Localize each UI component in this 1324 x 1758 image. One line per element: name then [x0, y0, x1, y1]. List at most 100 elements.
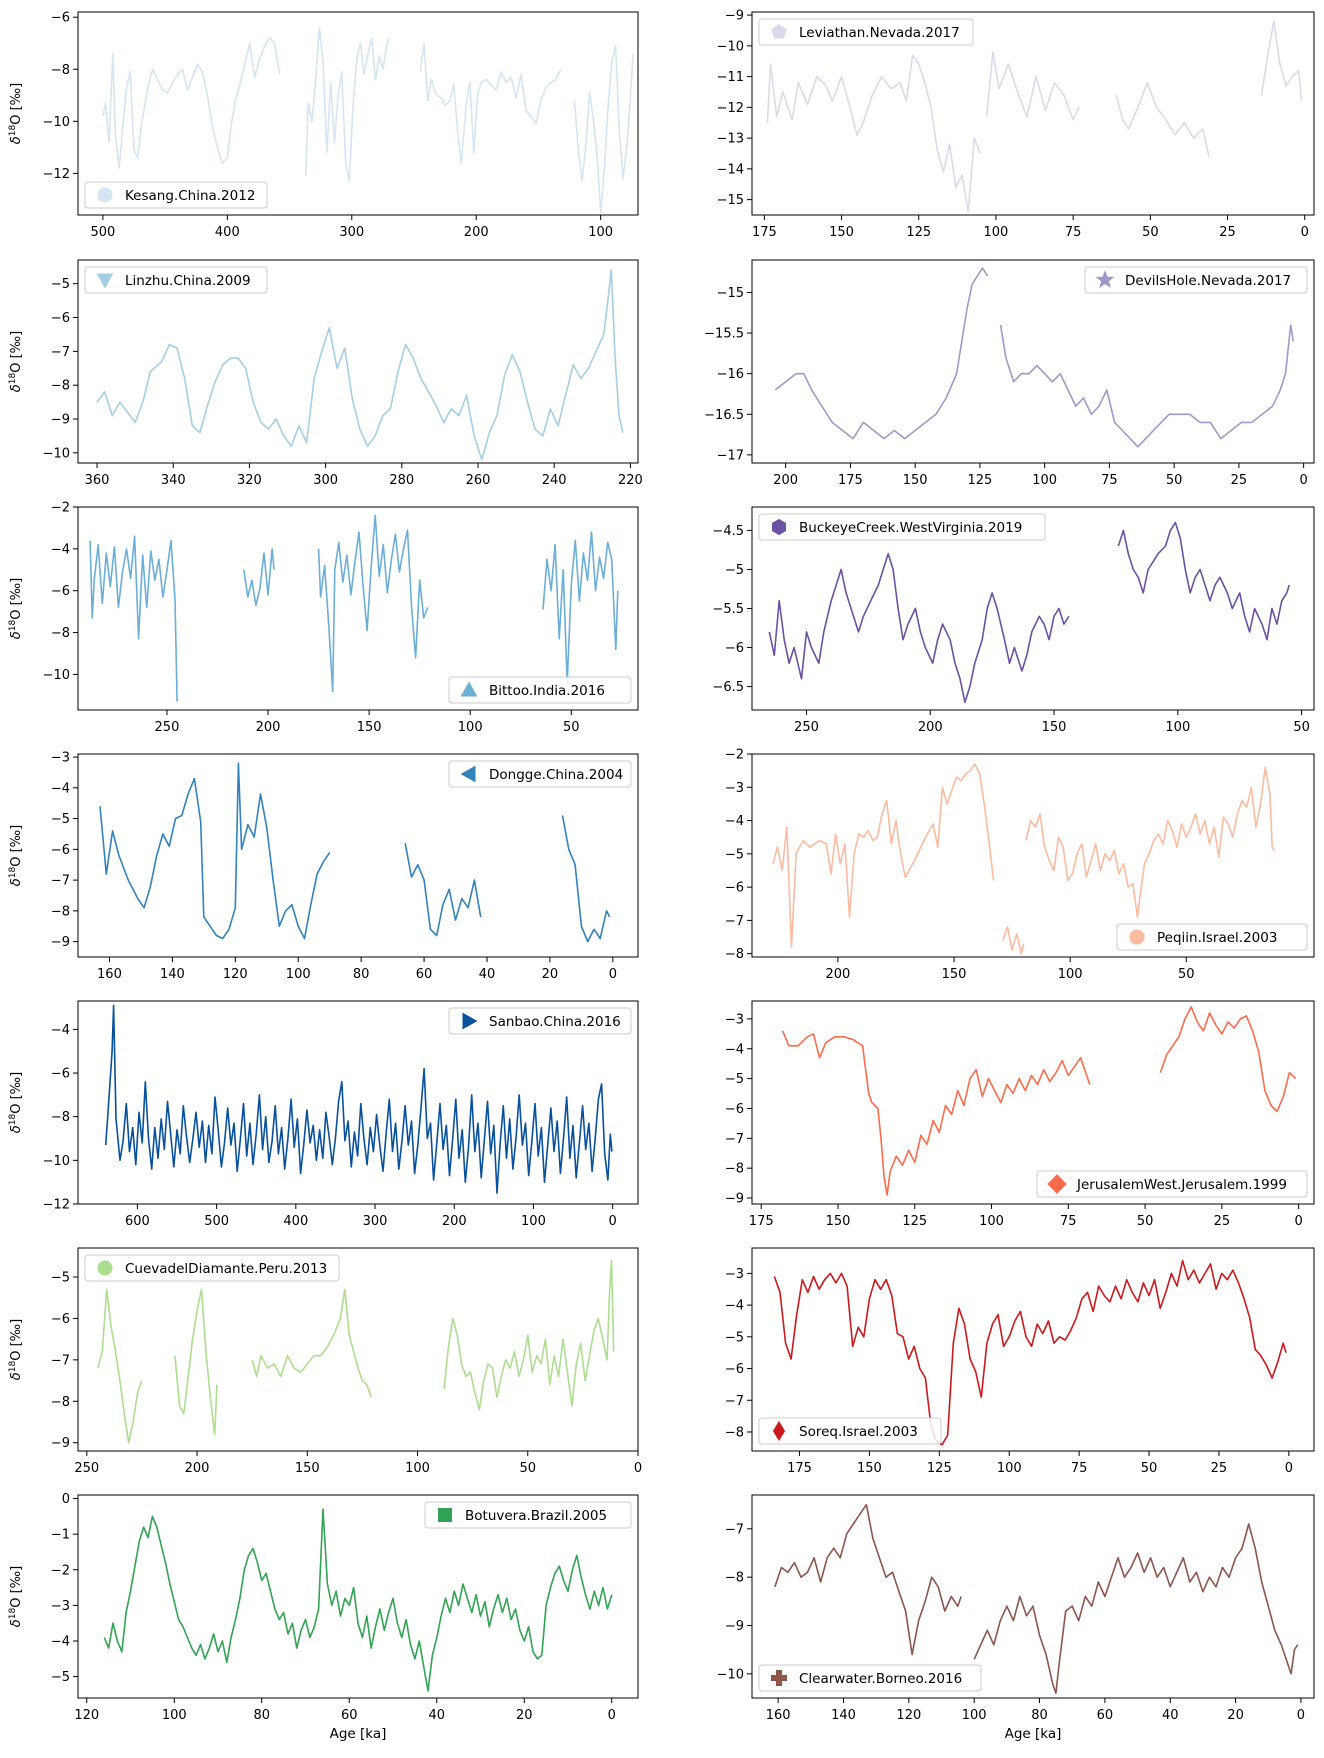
x-tick-label: 100	[521, 1214, 546, 1229]
legend-box	[448, 760, 632, 788]
legend-label: Linzhu.China.2009	[125, 273, 251, 289]
x-tick-label: 300	[363, 1214, 388, 1229]
y-tick-label: −6	[51, 311, 70, 326]
y-tick-label: −5	[51, 277, 70, 292]
y-axis-label: δ18O [‰]	[8, 578, 24, 639]
y-tick-label: −14	[717, 162, 744, 177]
y-tick-label: −16.5	[704, 408, 744, 423]
x-tick-label: 140	[831, 1708, 856, 1723]
y-tick-label: −12	[717, 101, 744, 116]
x-tick-label: 75	[1071, 1461, 1088, 1476]
x-tick-label: 240	[542, 473, 567, 488]
chart-panel: 360 340 320 300 280 260 240 220 −10 −9 −8 −7 −6 −5 Lin…	[8, 259, 643, 488]
series-line	[97, 1288, 143, 1444]
y-label-rest: O [‰]	[9, 825, 24, 867]
y-tick-label: −4	[51, 1023, 70, 1038]
y-tick-label: −12	[43, 1198, 70, 1213]
x-tick-label: 120	[223, 967, 248, 982]
legend: Clearwater.Borneo.2016	[758, 1664, 982, 1692]
plot-area	[77, 11, 639, 216]
y-tick-label: −17	[717, 448, 744, 463]
y-label-rest: O [‰]	[9, 578, 24, 620]
y-label-rest: O [‰]	[9, 1072, 24, 1114]
plot-area	[751, 506, 1315, 711]
chart-panel: 600 500 400 300 200 100 0 −12 −10 −8 −6 −4 Sanbao.Ch…	[8, 1000, 639, 1229]
x-tick-label: 300	[313, 473, 338, 488]
y-tick-label: −8	[51, 1110, 70, 1125]
x-tick-label: 200	[442, 1214, 467, 1229]
x-tick-label: 125	[906, 225, 931, 240]
x-tick-label: 500	[90, 225, 115, 240]
x-tick-label: 150	[357, 720, 382, 735]
legend-marker-icon	[96, 273, 114, 289]
x-tick-label: 200	[918, 720, 943, 735]
plot-area	[751, 11, 1315, 216]
x-tick-label: 200	[256, 720, 281, 735]
y-tick-label: −10	[43, 446, 70, 461]
x-tick-label: 200	[826, 967, 851, 982]
y-tick-label: −2	[725, 748, 744, 763]
x-tick-label: 400	[215, 225, 240, 240]
legend: Sanbao.China.2016	[448, 1007, 632, 1035]
legend-label: Clearwater.Borneo.2016	[799, 1671, 962, 1687]
y-tick-label: −9	[51, 1436, 70, 1451]
series-line	[419, 42, 562, 164]
series-line	[103, 1508, 613, 1692]
x-tick-label: 100	[962, 1708, 987, 1723]
x-tick-label: 20	[1227, 1708, 1244, 1723]
series-line	[561, 815, 611, 943]
x-tick-label: 360	[85, 473, 110, 488]
y-tick-label: −8	[725, 1571, 744, 1586]
legend: Peqiin.Israel.2003	[1116, 923, 1308, 951]
y-tick-label: −5	[51, 1670, 70, 1685]
series-line	[251, 1288, 372, 1398]
series-line	[404, 843, 482, 937]
legend: Botuvera.Brazil.2005	[424, 1501, 632, 1529]
legend: CuevadelDiamante.Peru.2013	[84, 1254, 340, 1282]
y-tick-label: −3	[725, 1267, 744, 1282]
legend-label: Kesang.China.2012	[125, 188, 255, 204]
x-tick-label: 150	[942, 967, 967, 982]
x-tick-label: 60	[416, 967, 433, 982]
x-tick-label: 340	[161, 473, 186, 488]
x-tick-label: 140	[160, 967, 185, 982]
y-tick-label: −4	[725, 1042, 744, 1057]
y-label-rest: O [‰]	[9, 83, 24, 125]
y-tick-label: −4	[51, 781, 70, 796]
x-tick-label: 250	[74, 1461, 99, 1476]
legend-box	[448, 676, 632, 704]
y-axis-label: δ18O [‰]	[8, 1319, 24, 1380]
legend-box	[448, 1007, 632, 1035]
chart-panel: 175 150 125 100 75 50 25 0 −9 −8 −7 −6 −5 −4 −3 Jerusal…	[725, 1000, 1315, 1229]
x-tick-label: 280	[389, 473, 414, 488]
legend: Kesang.China.2012	[84, 181, 268, 209]
legend-label: Peqiin.Israel.2003	[1157, 930, 1277, 946]
x-tick-label: 160	[766, 1708, 791, 1723]
y-tick-label: −8	[51, 904, 70, 919]
x-tick-label: 100	[979, 1214, 1004, 1229]
series-line	[104, 1004, 613, 1194]
x-tick-label: 20	[542, 967, 559, 982]
plot-area	[751, 259, 1315, 464]
y-tick-label: −6	[725, 1362, 744, 1377]
y-tick-label: −4	[725, 814, 744, 829]
series-line	[1260, 20, 1303, 102]
series-line	[174, 1288, 218, 1436]
x-tick-label: 100	[458, 720, 483, 735]
x-tick-label: 25	[1219, 225, 1236, 240]
y-tick-label: −10	[43, 115, 70, 130]
legend-marker-icon	[1095, 270, 1115, 289]
legend-box	[84, 181, 268, 209]
series-line	[89, 535, 178, 702]
y-tick-label: −9	[725, 9, 744, 24]
x-tick-label: 200	[185, 1461, 210, 1476]
x-tick-label: 120	[896, 1708, 921, 1723]
x-tick-label: 600	[125, 1214, 150, 1229]
series-line	[99, 762, 331, 940]
x-tick-label: 160	[97, 967, 122, 982]
legend: Bittoo.India.2016	[448, 676, 632, 704]
y-tick-label: −5	[725, 1330, 744, 1345]
x-tick-label: 220	[618, 473, 643, 488]
y-label-symbol: δ	[9, 878, 24, 886]
x-tick-label: 150	[857, 1461, 882, 1476]
